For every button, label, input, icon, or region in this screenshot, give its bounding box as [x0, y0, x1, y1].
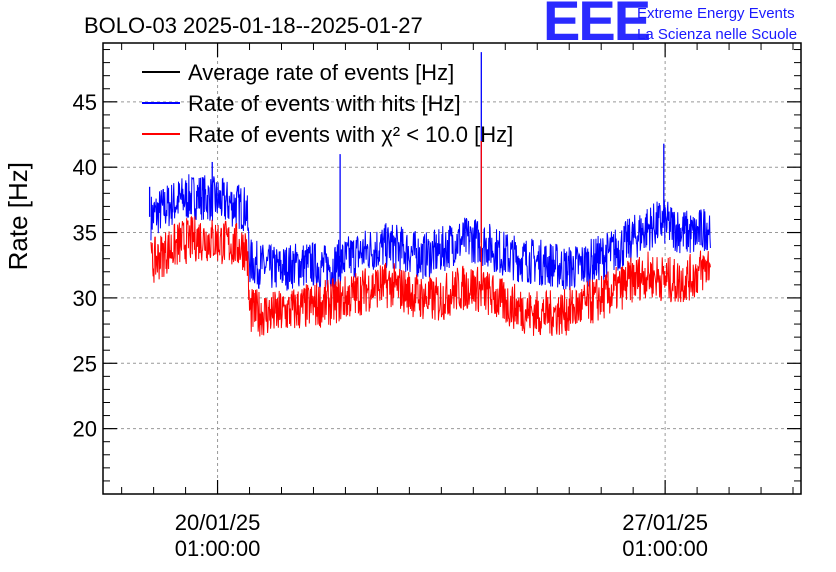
x-tick-label-time: 01:00:00 — [175, 536, 261, 561]
plot-frame — [102, 42, 802, 495]
y-tick-label: 20 — [73, 417, 97, 442]
axes: 20253035404520/01/2501:00:0027/01/2501:0… — [73, 43, 801, 561]
y-tick-label: 45 — [73, 90, 97, 115]
legend-label-2: Rate of events with χ² < 10.0 [Hz] — [188, 122, 513, 147]
eee-logo: EEE Extreme Energy Events La Scienza nel… — [543, 0, 797, 52]
y-tick-label: 30 — [73, 286, 97, 311]
y-tick-label: 40 — [73, 155, 97, 180]
series-line-2 — [150, 215, 711, 337]
x-tick-label-date: 27/01/25 — [622, 510, 708, 535]
legend-label-1: Rate of events with hits [Hz] — [188, 91, 461, 116]
legend-label-0: Average rate of events [Hz] — [188, 60, 454, 85]
x-tick-label-time: 01:00:00 — [622, 536, 708, 561]
logo-line-2: La Scienza nelle Scuole — [637, 26, 797, 43]
y-tick-label: 35 — [73, 221, 97, 246]
y-tick-label: 25 — [73, 351, 97, 376]
legend: Average rate of events [Hz] Rate of event… — [142, 60, 513, 147]
x-tick-label-date: 20/01/25 — [175, 510, 261, 535]
chart-title: BOLO-03 2025-01-18--2025-01-27 — [84, 13, 423, 38]
series-layer — [148, 52, 711, 337]
logo-mark: EEE — [543, 0, 650, 52]
y-axis-title: Rate [Hz] — [3, 162, 33, 270]
logo-line-1: Extreme Energy Events — [637, 5, 795, 22]
series-line-1 — [150, 174, 711, 291]
